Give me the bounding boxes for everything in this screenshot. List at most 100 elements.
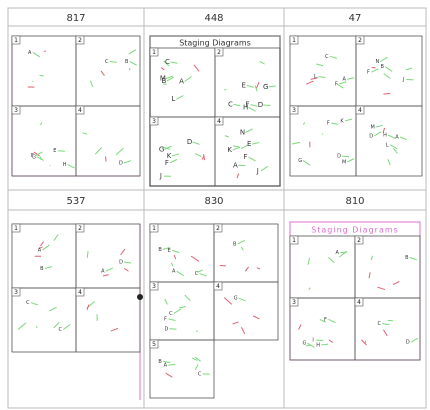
arrow — [252, 142, 260, 145]
panel — [355, 35, 423, 107]
panel-label: 1 — [14, 37, 18, 44]
arrow — [373, 131, 382, 137]
actor-letter: E — [53, 148, 56, 154]
arrow — [109, 60, 117, 63]
cell-id: 830 — [204, 196, 223, 207]
actor-letter: L — [171, 95, 175, 103]
panel-label-box — [214, 47, 224, 57]
arrow — [165, 75, 174, 80]
arrow — [383, 92, 391, 95]
panel — [289, 105, 357, 177]
panel-label: 2 — [357, 237, 361, 244]
arrow — [176, 95, 184, 100]
grid-frame — [7, 7, 427, 409]
arrow — [331, 122, 339, 125]
actor-letter: A — [395, 135, 399, 141]
arrow — [246, 84, 254, 88]
arrow — [129, 61, 137, 66]
panel-label: 3 — [14, 107, 18, 114]
arrow — [223, 297, 233, 305]
actor-letter: A — [335, 250, 339, 256]
arrow — [399, 136, 408, 141]
actor-letter: J — [256, 167, 259, 175]
arrow — [224, 88, 227, 91]
panel-label-box — [213, 223, 223, 233]
actor-letter: G — [159, 145, 164, 153]
arrow — [36, 156, 45, 161]
arrow — [224, 135, 229, 138]
arrow — [318, 76, 326, 78]
arrow — [86, 304, 90, 311]
arrow — [193, 64, 200, 72]
arrow — [387, 159, 391, 166]
arrow — [307, 342, 315, 348]
panel-label-box — [11, 35, 21, 45]
actor-letter: H — [63, 162, 67, 168]
actor-letter: C — [169, 311, 173, 317]
arrow — [173, 255, 177, 260]
arrow — [375, 124, 383, 128]
arrow — [303, 122, 306, 126]
arrow — [241, 327, 246, 335]
actor-letter: F — [367, 70, 370, 76]
panel-label-box — [11, 223, 21, 233]
arrow — [39, 74, 44, 77]
panel-label-box — [355, 35, 365, 45]
actor-letter: B — [158, 247, 162, 253]
actor-letter: E — [241, 81, 245, 89]
arrow — [168, 363, 176, 366]
actor-letter: A — [343, 77, 347, 83]
arrow — [86, 251, 89, 258]
arrow — [256, 267, 261, 270]
arrow — [328, 339, 333, 343]
arrow — [361, 339, 367, 346]
panel-label: 2 — [216, 225, 220, 232]
arrow — [194, 364, 199, 371]
arrow — [368, 272, 371, 279]
arrow — [115, 147, 124, 156]
arrow — [329, 55, 338, 59]
arrow — [268, 85, 276, 88]
arrow — [42, 244, 50, 251]
arrow — [328, 257, 335, 264]
arrow — [252, 315, 260, 320]
arrow — [184, 294, 191, 302]
panel-label: 1 — [152, 49, 156, 56]
arrow — [347, 77, 355, 80]
thumb-title: Staging Diagrams — [179, 39, 251, 48]
arrow — [248, 156, 256, 162]
actor-letter: K — [167, 152, 172, 160]
arrow — [162, 247, 171, 250]
panel-label-box — [75, 223, 85, 233]
panel — [289, 297, 356, 361]
panel-label-box — [75, 287, 85, 297]
actor-letter: H — [243, 103, 248, 111]
arrow — [233, 103, 241, 107]
arrow — [166, 76, 175, 82]
actor-letter: A — [28, 50, 32, 56]
arrow — [43, 50, 47, 53]
arrow — [244, 266, 249, 272]
arrow — [165, 372, 173, 378]
actor-letter: F — [165, 159, 169, 167]
actor-letter: D — [187, 138, 192, 146]
arrow — [240, 144, 249, 150]
panel-label-box — [149, 281, 159, 291]
actor-letter: L — [386, 142, 389, 148]
actor-letter: B — [161, 77, 166, 85]
panel — [289, 235, 356, 299]
scroll-dot — [137, 294, 143, 300]
panel-label-box — [354, 297, 364, 307]
arrow — [344, 118, 353, 122]
arrow — [168, 318, 176, 321]
arrow — [40, 241, 44, 247]
panel-label-box — [289, 105, 299, 115]
arrow — [123, 267, 129, 272]
thumb-title: Staging Diagrams — [311, 226, 399, 235]
arrow — [240, 246, 244, 251]
arrow — [160, 67, 165, 71]
arrow — [194, 153, 202, 158]
panel-label-box — [149, 223, 159, 233]
panel — [149, 339, 215, 399]
arrow — [392, 280, 400, 286]
